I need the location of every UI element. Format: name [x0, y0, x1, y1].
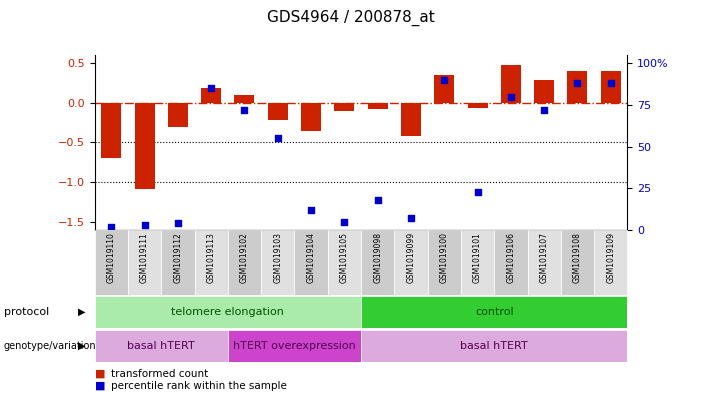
Text: GSM1019104: GSM1019104 [306, 232, 315, 283]
Bar [101, 103, 121, 158]
Bar [195, 230, 228, 295]
Point [538, 107, 550, 113]
Bar [601, 71, 620, 103]
Bar [394, 230, 428, 295]
Text: GSM1019106: GSM1019106 [506, 232, 515, 283]
Text: transformed count: transformed count [111, 369, 208, 379]
Bar [168, 103, 188, 127]
Point [472, 189, 483, 195]
Point [306, 207, 317, 213]
Bar [528, 230, 561, 295]
Text: GSM1019103: GSM1019103 [273, 232, 283, 283]
Text: GSM1019110: GSM1019110 [107, 232, 116, 283]
Bar [361, 230, 394, 295]
Bar [567, 71, 587, 103]
Point [405, 215, 416, 221]
Bar [461, 230, 494, 295]
Text: GSM1019100: GSM1019100 [440, 232, 449, 283]
Text: GSM1019112: GSM1019112 [173, 232, 182, 283]
Point [106, 224, 117, 230]
Text: GSM1019109: GSM1019109 [606, 232, 615, 283]
Text: basal hTERT: basal hTERT [128, 341, 195, 351]
Text: ■: ■ [95, 369, 105, 379]
Text: genotype/variation: genotype/variation [4, 341, 96, 351]
Point [439, 77, 450, 83]
Point [572, 80, 583, 86]
Text: GSM1019101: GSM1019101 [473, 232, 482, 283]
Point [205, 85, 217, 92]
Bar [327, 230, 361, 295]
Text: GSM1019102: GSM1019102 [240, 232, 249, 283]
Text: protocol: protocol [4, 307, 49, 317]
Bar [561, 230, 594, 295]
Point [172, 220, 184, 226]
Point [505, 94, 517, 100]
Bar [428, 230, 461, 295]
Text: control: control [475, 307, 514, 317]
Text: percentile rank within the sample: percentile rank within the sample [111, 381, 287, 391]
Bar [228, 330, 361, 362]
Text: GSM1019099: GSM1019099 [407, 232, 416, 283]
Text: GSM1019108: GSM1019108 [573, 232, 582, 283]
Bar [361, 296, 627, 328]
Point [372, 197, 383, 203]
Bar [368, 103, 388, 109]
Bar [234, 95, 254, 103]
Text: ▶: ▶ [79, 307, 86, 317]
Bar [594, 230, 627, 295]
Text: GSM1019098: GSM1019098 [373, 232, 382, 283]
Bar [128, 230, 161, 295]
Bar [161, 230, 195, 295]
Bar [95, 296, 361, 328]
Bar [228, 230, 261, 295]
Text: hTERT overexpression: hTERT overexpression [233, 341, 356, 351]
Text: ▶: ▶ [79, 341, 86, 351]
Bar [201, 88, 222, 103]
Bar [435, 75, 454, 103]
Bar [501, 64, 521, 103]
Text: ■: ■ [95, 381, 105, 391]
Bar [534, 81, 554, 103]
Point [139, 222, 150, 228]
Text: GSM1019105: GSM1019105 [340, 232, 349, 283]
Text: GSM1019113: GSM1019113 [207, 232, 216, 283]
Bar [268, 103, 288, 120]
Text: GSM1019111: GSM1019111 [140, 232, 149, 283]
Point [605, 80, 616, 86]
Bar [334, 103, 355, 111]
Bar [95, 230, 128, 295]
Bar [135, 103, 154, 189]
Bar [401, 103, 421, 136]
Bar [294, 230, 328, 295]
Point [339, 219, 350, 225]
Text: basal hTERT: basal hTERT [461, 341, 528, 351]
Text: GSM1019107: GSM1019107 [540, 232, 549, 283]
Bar [301, 103, 321, 130]
Bar [361, 330, 627, 362]
Point [272, 135, 283, 141]
Bar [468, 103, 487, 108]
Point [239, 107, 250, 113]
Text: telomere elongation: telomere elongation [171, 307, 285, 317]
Text: GDS4964 / 200878_at: GDS4964 / 200878_at [266, 10, 435, 26]
Bar [494, 230, 527, 295]
Bar [261, 230, 294, 295]
Bar [95, 330, 228, 362]
